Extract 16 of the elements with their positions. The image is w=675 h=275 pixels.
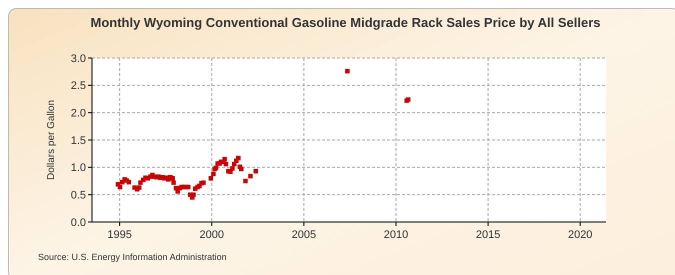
y-axis-title: Dollars per Gallon xyxy=(46,100,57,180)
y-tick-label: 2.0 xyxy=(70,108,86,120)
x-tick-label: 2000 xyxy=(200,229,224,241)
x-tick-label: 2020 xyxy=(568,229,592,241)
y-tick-label: 0.5 xyxy=(70,190,86,202)
x-tick-label: 1995 xyxy=(107,229,132,241)
chart-title: Monthly Wyoming Conventional Gasoline Midgrade Rack Sales Price by All Sellers xyxy=(90,15,601,30)
x-tick-label: 2015 xyxy=(476,229,500,241)
y-tick-label: 1.5 xyxy=(70,134,86,147)
x-tick-label: 2010 xyxy=(384,229,408,241)
y-tick-label: 2.5 xyxy=(70,80,86,92)
y-tick-label: 3.0 xyxy=(70,52,86,65)
y-tick-label: 1.0 xyxy=(70,162,86,174)
source-note: Source: U.S. Energy Information Administration xyxy=(38,252,227,262)
x-tick-label: 2005 xyxy=(292,229,316,241)
y-tick-label: 0.0 xyxy=(70,216,86,229)
